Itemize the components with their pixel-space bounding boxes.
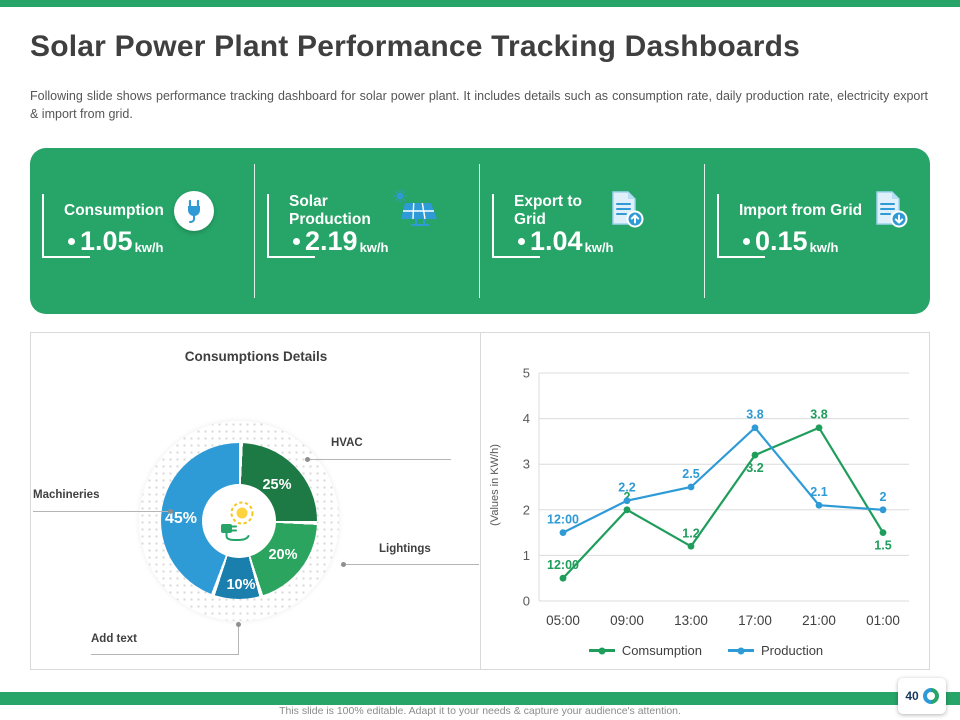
callout-line	[91, 654, 239, 655]
svg-text:13:00: 13:00	[674, 613, 708, 628]
kpi-solar-production-value-row: 2.19 kw/h	[293, 226, 388, 257]
svg-text:21:00: 21:00	[802, 613, 836, 628]
line-chart: 0 1 2 3 4 5 05:00 09:00 13:00 17:00 21:00 01:00 12:0…	[523, 366, 909, 628]
kpi-consumption-value-row: 1.05 kw/h	[68, 226, 163, 257]
svg-text:3.8: 3.8	[810, 408, 827, 422]
kpi-import-unit: kw/h	[809, 240, 839, 255]
kpi-import-label: Import from Grid	[739, 202, 863, 220]
bracket-line	[492, 194, 540, 258]
kpi-solar-production-value: 2.19	[305, 226, 358, 256]
svg-text:4: 4	[523, 411, 530, 426]
legend-item-consumption: Comsumption	[588, 643, 703, 658]
page-subtitle: Following slide shows performance tracki…	[30, 89, 928, 121]
bracket-line	[42, 194, 90, 258]
kpi-export-value: 1.04	[530, 226, 583, 256]
svg-text:12:00: 12:00	[547, 513, 579, 527]
panel-divider	[480, 333, 481, 669]
solar-panel-icon	[391, 189, 439, 234]
svg-text:2.5: 2.5	[682, 467, 699, 481]
pie-chart-title: Consumptions Details	[184, 349, 328, 364]
kpi-solar-production-unit: kw/h	[359, 240, 389, 255]
consumption-donut-chart	[139, 421, 339, 621]
kpi-divider	[254, 164, 255, 298]
svg-text:2.1: 2.1	[810, 485, 827, 499]
callout-line	[307, 459, 451, 460]
pie-slice-pct-machineries: 45%	[164, 510, 198, 527]
import-document-icon	[872, 190, 908, 233]
svg-text:17:00: 17:00	[738, 613, 772, 628]
footer-accent-bar	[0, 692, 960, 705]
kpi-export-label: Export to Grid	[514, 193, 583, 228]
svg-text:09:00: 09:00	[610, 613, 644, 628]
kpi-consumption-value: 1.05	[80, 226, 133, 256]
kpi-export-to-grid: Export to Grid 1.04 kw/h	[480, 148, 705, 314]
svg-text:3.8: 3.8	[746, 408, 763, 422]
svg-text:1.2: 1.2	[682, 526, 699, 540]
page-number-badge: 40	[898, 678, 946, 714]
svg-text:3.2: 3.2	[746, 461, 763, 475]
kpi-solar-production: Solar Production	[255, 148, 480, 314]
svg-text:2: 2	[880, 490, 887, 504]
callout-dot	[236, 622, 241, 627]
bullet-dot	[743, 238, 750, 245]
callout-line	[33, 511, 171, 512]
callout-dot	[168, 509, 173, 514]
svg-text:1: 1	[523, 548, 530, 563]
bracket-line	[717, 194, 765, 258]
dashboard-board: Consumptions Details 25% 20% 10% 45% HVA…	[30, 332, 930, 670]
callout-hvac: HVAC	[331, 437, 363, 449]
bracket-line	[267, 194, 315, 258]
legend-label-production: Production	[761, 643, 824, 658]
kpi-panel: Consumption 1.05 kw/h Solar Production	[30, 148, 930, 314]
pie-slice-pct-hvac: 25%	[262, 477, 292, 493]
callout-line	[343, 564, 479, 565]
callout-dot	[305, 457, 310, 462]
callout-machineries: Machineries	[33, 489, 100, 501]
page-number: 40	[905, 689, 919, 703]
svg-text:05:00: 05:00	[546, 613, 580, 628]
page-title: Solar Power Plant Performance Tracking D…	[30, 30, 801, 63]
kpi-solar-production-label: Solar Production	[289, 193, 371, 228]
bullet-dot	[518, 238, 525, 245]
callout-connector-line	[238, 625, 239, 655]
callout-lightings: Lightings	[379, 543, 431, 555]
plug-icon	[173, 191, 214, 231]
production-line-swatch	[728, 649, 755, 652]
pie-slice-pct-addtext: 10%	[226, 577, 256, 593]
top-accent-bar	[0, 0, 960, 7]
brand-logo-icon	[922, 688, 939, 704]
callout-dot	[341, 562, 346, 567]
kpi-consumption-label: Consumption	[64, 202, 164, 220]
donut-center	[202, 484, 276, 558]
svg-text:3: 3	[523, 457, 530, 472]
consumption-line-swatch	[588, 649, 615, 652]
svg-text:2: 2	[523, 502, 530, 517]
kpi-export-unit: kw/h	[584, 240, 614, 255]
svg-text:1.5: 1.5	[874, 539, 891, 553]
bullet-dot	[68, 238, 75, 245]
pie-slice-pct-lightings: 20%	[268, 547, 298, 563]
export-document-icon	[608, 190, 644, 233]
svg-text:2: 2	[624, 490, 631, 504]
svg-text:12:00: 12:00	[547, 558, 579, 572]
svg-text:01:00: 01:00	[866, 613, 900, 628]
legend-label-consumption: Comsumption	[621, 643, 703, 658]
kpi-divider	[704, 164, 705, 298]
svg-text:5: 5	[523, 366, 530, 381]
chart-legend: Comsumption Production	[481, 643, 931, 658]
kpi-export-value-row: 1.04 kw/h	[518, 226, 613, 257]
legend-item-production: Production	[728, 643, 823, 658]
svg-text:2.2: 2.2	[618, 481, 635, 495]
kpi-divider	[479, 164, 480, 298]
callout-addtext: Add text	[91, 633, 137, 645]
bullet-dot	[293, 238, 300, 245]
kpi-consumption-unit: kw/h	[134, 240, 164, 255]
kpi-import-value: 0.15	[755, 226, 808, 256]
footer-note: This slide is 100% editable. Adapt it to…	[279, 705, 681, 717]
kpi-import-from-grid: Import from Grid 0.15 kw/h	[705, 148, 930, 314]
svg-text:0: 0	[523, 594, 530, 609]
kpi-import-value-row: 0.15 kw/h	[743, 226, 838, 257]
kpi-consumption: Consumption 1.05 kw/h	[30, 148, 255, 314]
bulb-plug-icon	[221, 501, 254, 541]
